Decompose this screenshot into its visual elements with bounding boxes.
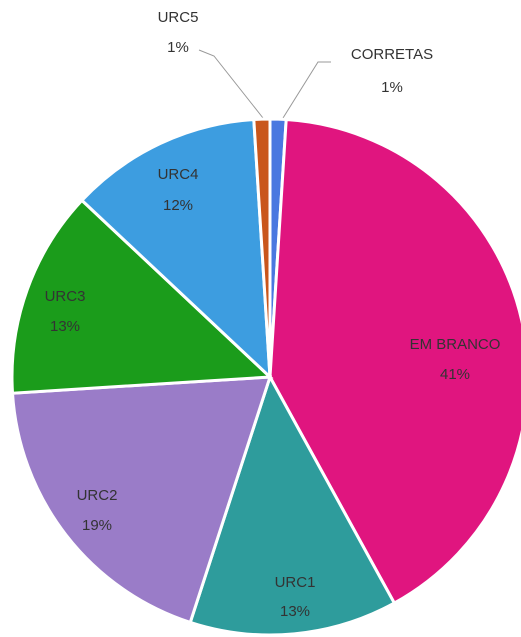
slice-value-label: 1% <box>381 79 403 96</box>
pie-slice <box>10 198 274 395</box>
slice-label: EM BRANCO <box>410 336 501 353</box>
slice-label: URC5 <box>158 9 199 26</box>
slice-label: CORRETAS <box>351 46 433 63</box>
slice-value-label: 12% <box>163 197 193 214</box>
slice-label: URC3 <box>45 288 86 305</box>
pie-slice <box>268 117 521 606</box>
slice-value-label: 13% <box>50 318 80 335</box>
slice-label: URC4 <box>158 166 199 183</box>
pie-slice <box>79 117 272 381</box>
slice-label: URC2 <box>77 487 118 504</box>
pie-slice <box>252 117 272 378</box>
leader-line <box>198 49 264 119</box>
slice-value-label: 41% <box>440 366 470 383</box>
leader-line <box>282 61 331 119</box>
pie-slice <box>10 375 273 625</box>
slice-value-label: 13% <box>280 603 310 620</box>
pie-slice <box>188 373 397 637</box>
slice-label: URC1 <box>275 574 316 591</box>
slice-value-label: 1% <box>167 39 189 56</box>
slice-value-label: 19% <box>82 517 112 534</box>
